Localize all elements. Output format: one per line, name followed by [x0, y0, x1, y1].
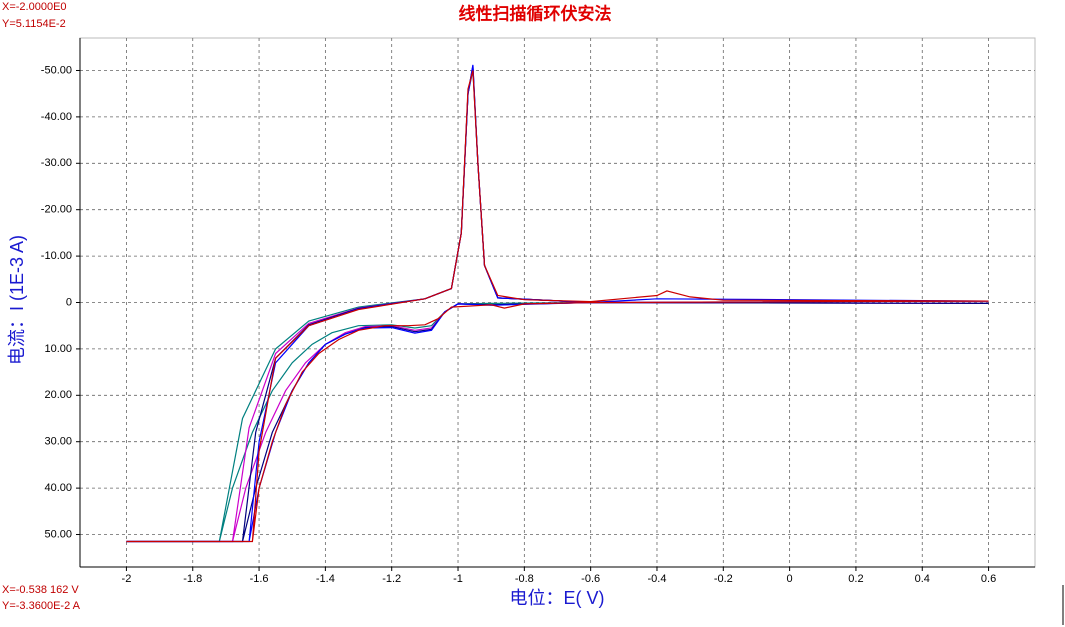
- x-axis-label: 电位：E( V): [509, 588, 604, 608]
- x-tick-label: -1.4: [316, 573, 335, 585]
- cursor-y: Y=-3.3600E-2 A: [2, 600, 81, 612]
- series-line: [126, 70, 989, 543]
- cursor-x: X=-0.538 162 V: [2, 584, 79, 596]
- x-tick-label: -0.6: [581, 573, 600, 585]
- x-tick-label: -0.4: [647, 573, 666, 585]
- y-tick-label: 0: [66, 296, 72, 308]
- cursor-x: X=-2.0000E0: [2, 1, 67, 13]
- chart-title: 线性扫描循环伏安法: [459, 3, 612, 23]
- y-tick-label: -30.00: [41, 157, 72, 169]
- x-tick-label: -1.8: [183, 573, 202, 585]
- y-tick-label: 40.00: [44, 482, 72, 494]
- y-tick-label: 20.00: [44, 389, 72, 401]
- y-axis-label: 电流：I (1E-3 A): [7, 235, 27, 365]
- x-tick-label: -1: [453, 573, 463, 585]
- y-tick-label: -20.00: [41, 204, 72, 216]
- x-tick-label: -1.6: [250, 573, 269, 585]
- x-tick-label: -0.8: [515, 573, 534, 585]
- x-tick-label: 0: [787, 573, 793, 585]
- y-tick-label: -50.00: [41, 64, 72, 76]
- y-tick-label: 10.00: [44, 343, 72, 355]
- x-tick-label: 0.2: [848, 573, 863, 585]
- y-tick-label: 50.00: [44, 528, 72, 540]
- x-tick-label: -1.2: [382, 573, 401, 585]
- x-tick-label: 0.6: [981, 573, 996, 585]
- y-tick-label: -40.00: [41, 111, 72, 123]
- x-tick-label: -0.2: [714, 573, 733, 585]
- y-tick-label: 30.00: [44, 436, 72, 448]
- x-tick-label: 0.4: [915, 573, 930, 585]
- y-tick-label: -10.00: [41, 250, 72, 262]
- x-tick-label: -2: [122, 573, 132, 585]
- cursor-y: Y=5.1154E-2: [2, 18, 66, 30]
